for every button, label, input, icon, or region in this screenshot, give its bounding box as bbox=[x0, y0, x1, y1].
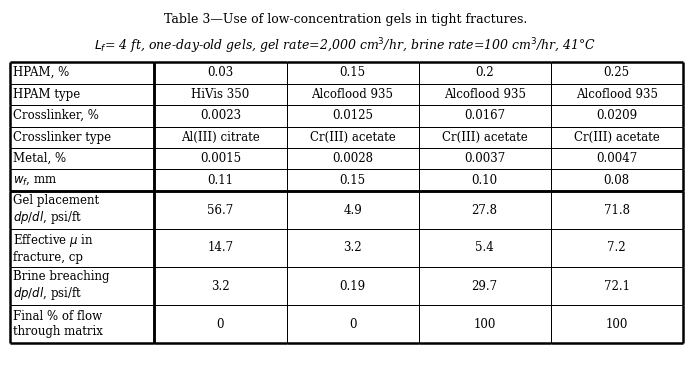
Text: 0.0037: 0.0037 bbox=[464, 152, 505, 165]
Text: 0.2: 0.2 bbox=[475, 66, 494, 79]
Text: 0.0023: 0.0023 bbox=[200, 109, 241, 122]
Text: 14.7: 14.7 bbox=[207, 241, 234, 255]
Text: HiVis 350: HiVis 350 bbox=[191, 88, 249, 101]
Text: 5.4: 5.4 bbox=[475, 241, 494, 255]
Text: Table 3—Use of low-concentration gels in tight fractures.: Table 3—Use of low-concentration gels in… bbox=[164, 13, 527, 26]
Text: 29.7: 29.7 bbox=[471, 279, 498, 293]
Text: 7.2: 7.2 bbox=[607, 241, 626, 255]
Text: HPAM, %: HPAM, % bbox=[13, 66, 70, 79]
Text: HPAM type: HPAM type bbox=[13, 88, 81, 101]
Text: Al(III) citrate: Al(III) citrate bbox=[181, 131, 260, 144]
Text: Gel placement
$dp/dl$, psi/ft: Gel placement $dp/dl$, psi/ft bbox=[13, 194, 100, 226]
Text: 0.15: 0.15 bbox=[339, 174, 366, 187]
Text: 0.08: 0.08 bbox=[603, 174, 630, 187]
Text: 71.8: 71.8 bbox=[604, 203, 630, 217]
Text: 0.19: 0.19 bbox=[339, 279, 366, 293]
Text: 0.03: 0.03 bbox=[207, 66, 234, 79]
Text: 0: 0 bbox=[217, 317, 225, 331]
Text: Crosslinker, %: Crosslinker, % bbox=[13, 109, 100, 122]
Text: 0.25: 0.25 bbox=[603, 66, 630, 79]
Text: 0.15: 0.15 bbox=[339, 66, 366, 79]
Text: 0: 0 bbox=[349, 317, 357, 331]
Text: 72.1: 72.1 bbox=[604, 279, 630, 293]
Text: 0.0015: 0.0015 bbox=[200, 152, 241, 165]
Text: 0.10: 0.10 bbox=[471, 174, 498, 187]
Text: Cr(III) acetate: Cr(III) acetate bbox=[310, 131, 395, 144]
Text: Cr(III) acetate: Cr(III) acetate bbox=[574, 131, 659, 144]
Text: Cr(III) acetate: Cr(III) acetate bbox=[442, 131, 527, 144]
Text: $w_f$, mm: $w_f$, mm bbox=[13, 174, 57, 187]
Text: $L_f$= 4 ft, one-day-old gels, gel rate=2,000 cm$^3$/hr, brine rate=100 cm$^3$/h: $L_f$= 4 ft, one-day-old gels, gel rate=… bbox=[95, 36, 596, 56]
Text: 0.0047: 0.0047 bbox=[596, 152, 637, 165]
Text: Alcoflood 935: Alcoflood 935 bbox=[444, 88, 526, 101]
Text: Final % of flow
through matrix: Final % of flow through matrix bbox=[13, 310, 103, 338]
Text: Alcoflood 935: Alcoflood 935 bbox=[312, 88, 394, 101]
Text: 0.0167: 0.0167 bbox=[464, 109, 505, 122]
Text: 100: 100 bbox=[605, 317, 628, 331]
Text: Alcoflood 935: Alcoflood 935 bbox=[576, 88, 658, 101]
Text: 3.2: 3.2 bbox=[211, 279, 230, 293]
Text: Crosslinker type: Crosslinker type bbox=[13, 131, 111, 144]
Text: 0.0209: 0.0209 bbox=[596, 109, 637, 122]
Text: 100: 100 bbox=[473, 317, 495, 331]
Text: 4.9: 4.9 bbox=[343, 203, 362, 217]
Text: 0.11: 0.11 bbox=[207, 174, 234, 187]
Text: 27.8: 27.8 bbox=[471, 203, 498, 217]
Text: 3.2: 3.2 bbox=[343, 241, 362, 255]
Text: 0.0028: 0.0028 bbox=[332, 152, 373, 165]
Text: Metal, %: Metal, % bbox=[13, 152, 66, 165]
Text: 0.0125: 0.0125 bbox=[332, 109, 373, 122]
Text: Brine breaching
$dp/dl$, psi/ft: Brine breaching $dp/dl$, psi/ft bbox=[13, 270, 110, 302]
Text: 56.7: 56.7 bbox=[207, 203, 234, 217]
Text: Effective $\mu$ in
fracture, cp: Effective $\mu$ in fracture, cp bbox=[13, 232, 94, 264]
